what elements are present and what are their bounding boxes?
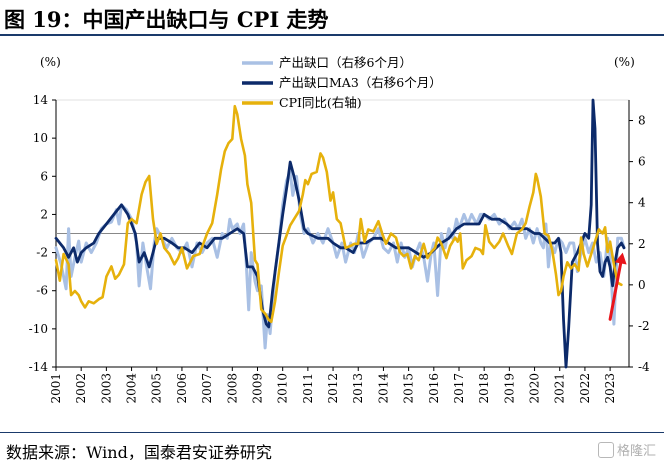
x-tick-label: 2019 bbox=[502, 373, 516, 404]
title-rule bbox=[0, 34, 664, 36]
series-cpi-yoy bbox=[54, 104, 623, 324]
watermark-logo-icon bbox=[597, 441, 614, 458]
x-tick-label: 2018 bbox=[477, 373, 491, 404]
left-axis-unit: (%) bbox=[40, 55, 61, 69]
figure-title: 图 19：中国产出缺口与 CPI 走势 bbox=[4, 7, 329, 32]
right-tick-label: 6 bbox=[638, 155, 646, 169]
right-axis-unit: (%) bbox=[614, 55, 635, 69]
arrow-shaft bbox=[608, 261, 623, 321]
left-tick-label: 10 bbox=[33, 131, 48, 145]
left-tick-label: -6 bbox=[36, 284, 48, 298]
right-tick-label: 8 bbox=[638, 114, 646, 128]
legend-item-output-gap-ma3: 产出缺口MA3（右移6个月） bbox=[242, 75, 442, 90]
x-tick-label: 2002 bbox=[74, 373, 88, 404]
x-axis-ticks: 2001 2002 2003 2004 2005 2006 2007 2008 2009 2010… bbox=[49, 367, 617, 404]
right-tick-label: 0 bbox=[638, 278, 646, 292]
x-tick-label: 2003 bbox=[99, 373, 113, 404]
x-tick-label: 2014 bbox=[376, 373, 390, 404]
x-tick-label: 2013 bbox=[351, 373, 365, 404]
source-note: 数据来源：Wind，国泰君安证券研究 bbox=[6, 443, 272, 462]
right-tick-label: -2 bbox=[638, 319, 650, 333]
legend-label-output-gap: 产出缺口（右移6个月） bbox=[279, 55, 412, 70]
legend-label-cpi: CPI同比(右轴) bbox=[279, 95, 362, 110]
x-tick-label: 2022 bbox=[578, 373, 592, 404]
series-output-gap bbox=[54, 170, 626, 350]
x-tick-label: 2012 bbox=[326, 373, 340, 404]
left-tick-label: 14 bbox=[33, 93, 49, 107]
series-group bbox=[54, 98, 626, 369]
left-tick-label: -2 bbox=[36, 246, 48, 260]
x-tick-label: 2016 bbox=[427, 373, 441, 404]
left-tick-label: 6 bbox=[40, 169, 48, 183]
x-tick-label: 2009 bbox=[250, 373, 264, 404]
right-tick-label: -4 bbox=[638, 360, 650, 374]
legend-item-output-gap: 产出缺口（右移6个月） bbox=[242, 55, 412, 70]
x-tick-label: 2006 bbox=[175, 373, 189, 404]
right-tick-label: 4 bbox=[638, 196, 646, 210]
arrow-head bbox=[614, 252, 627, 265]
x-tick-label: 2020 bbox=[528, 373, 542, 404]
red-arrow-annotation bbox=[608, 252, 627, 321]
left-tick-label: -10 bbox=[29, 322, 48, 336]
footer-rule bbox=[0, 432, 664, 433]
x-tick-label: 2010 bbox=[276, 373, 290, 404]
watermark-text: 格隆汇 bbox=[616, 444, 656, 459]
x-tick-label: 2004 bbox=[125, 373, 139, 404]
x-tick-label: 2001 bbox=[49, 373, 63, 404]
left-tick-label: 2 bbox=[40, 207, 48, 221]
x-tick-label: 2007 bbox=[200, 373, 214, 404]
x-tick-label: 2011 bbox=[301, 373, 315, 404]
left-axis-ticks: 14 10 6 2 -2 -6 -10 -14 bbox=[29, 93, 56, 374]
x-tick-label: 2005 bbox=[150, 373, 164, 404]
x-tick-label: 2015 bbox=[402, 373, 416, 404]
right-axis-ticks: 8 6 4 2 0 -2 -4 bbox=[629, 114, 650, 374]
x-tick-label: 2017 bbox=[452, 373, 466, 404]
legend-label-output-gap-ma3: 产出缺口MA3（右移6个月） bbox=[279, 75, 442, 90]
x-tick-label: 2008 bbox=[225, 373, 239, 404]
left-tick-label: -14 bbox=[29, 360, 49, 374]
legend-item-cpi: CPI同比(右轴) bbox=[242, 95, 362, 110]
watermark: 格隆汇 bbox=[597, 440, 656, 459]
right-tick-label: 2 bbox=[638, 237, 646, 251]
x-tick-label: 2021 bbox=[553, 373, 567, 404]
legend: 产出缺口（右移6个月） 产出缺口MA3（右移6个月） CPI同比(右轴) bbox=[242, 55, 442, 110]
x-tick-label: 2023 bbox=[603, 373, 617, 404]
